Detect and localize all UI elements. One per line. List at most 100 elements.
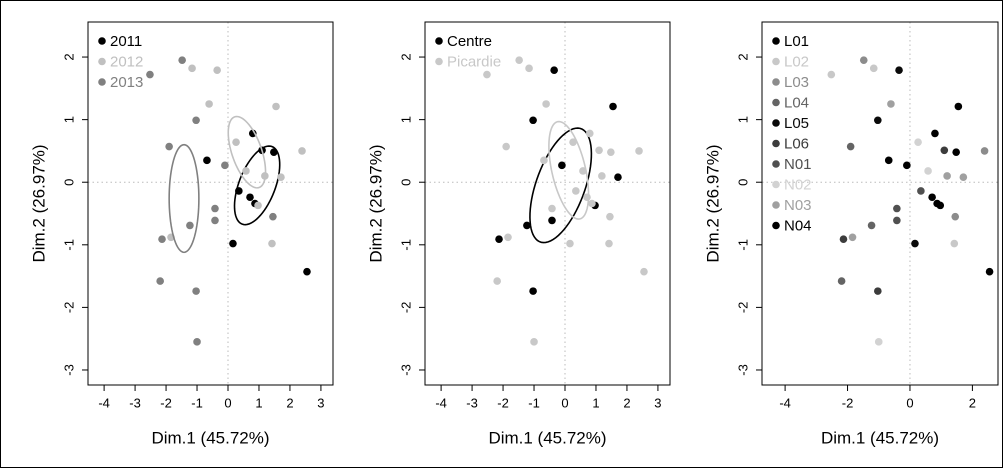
legend-marker bbox=[98, 37, 106, 45]
point bbox=[859, 56, 868, 64]
point bbox=[595, 146, 603, 155]
point bbox=[579, 167, 587, 175]
point bbox=[192, 116, 200, 125]
x-tick-label: 0 bbox=[224, 395, 231, 410]
point bbox=[917, 187, 925, 195]
point bbox=[605, 239, 613, 248]
x-axis-label: Dim.1 (45.72%) bbox=[151, 428, 269, 447]
legend-marker bbox=[772, 221, 780, 230]
point bbox=[192, 287, 200, 295]
x-tick-label: -4 bbox=[98, 395, 110, 410]
point bbox=[550, 66, 558, 74]
point bbox=[893, 216, 901, 225]
point bbox=[874, 338, 883, 346]
x-tick-label: -4 bbox=[779, 395, 791, 410]
point bbox=[985, 267, 994, 276]
point bbox=[572, 187, 580, 195]
panel: -4 -3 -2 -1 0 1 2 3 -3 -2 -1 0 1 2 Dim.1 (45.72%) Dim.2… bbox=[366, 21, 671, 447]
point bbox=[188, 64, 196, 73]
point bbox=[542, 100, 550, 108]
y-axis-label: Dim.2 (26.97%) bbox=[366, 144, 385, 262]
legend-label: Picardie bbox=[447, 53, 501, 70]
y-tick-label: -2 bbox=[735, 302, 750, 314]
point bbox=[146, 70, 154, 79]
legend-label: N04 bbox=[784, 217, 812, 234]
point bbox=[261, 172, 269, 180]
point bbox=[525, 64, 533, 73]
point bbox=[951, 212, 960, 221]
point bbox=[211, 204, 219, 213]
x-tick-label: 2 bbox=[623, 395, 630, 410]
point bbox=[504, 233, 512, 242]
point bbox=[515, 56, 523, 64]
legend-label: L03 bbox=[784, 74, 809, 91]
point bbox=[588, 199, 596, 208]
point bbox=[186, 221, 194, 230]
y-tick-label: 1 bbox=[735, 116, 750, 123]
point bbox=[246, 193, 254, 202]
point bbox=[248, 129, 257, 138]
legend-label: N01 bbox=[784, 156, 812, 173]
y-axis-label: Dim.2 (26.97%) bbox=[703, 144, 722, 262]
y-tick-label: -3 bbox=[61, 364, 76, 376]
y-tick-label: 2 bbox=[61, 53, 76, 60]
point bbox=[502, 142, 510, 151]
point bbox=[950, 239, 959, 248]
point bbox=[827, 70, 836, 79]
legend-marker bbox=[98, 57, 106, 66]
point bbox=[558, 161, 566, 170]
point bbox=[205, 100, 213, 108]
point bbox=[529, 116, 537, 125]
point bbox=[614, 173, 622, 182]
x-tick-label: 3 bbox=[317, 395, 324, 410]
point bbox=[548, 216, 556, 225]
x-tick-label: 2 bbox=[969, 395, 976, 410]
point bbox=[298, 147, 306, 155]
point bbox=[903, 161, 911, 170]
x-axis-label: Dim.1 (45.72%) bbox=[821, 428, 939, 447]
legend-marker bbox=[98, 78, 106, 86]
plot-frame bbox=[424, 21, 671, 386]
point bbox=[954, 102, 963, 111]
legend-marker bbox=[772, 139, 780, 148]
point bbox=[867, 221, 876, 230]
point bbox=[846, 142, 855, 151]
y-tick-label: -2 bbox=[398, 302, 413, 314]
point bbox=[269, 212, 277, 221]
point bbox=[221, 161, 229, 170]
y-axis-label: Dim.2 (26.97%) bbox=[29, 144, 48, 262]
point bbox=[848, 233, 857, 242]
point bbox=[483, 70, 491, 79]
point bbox=[254, 201, 262, 210]
x-tick-label: -1 bbox=[528, 395, 540, 410]
point bbox=[887, 100, 895, 108]
point bbox=[178, 56, 186, 64]
point bbox=[242, 167, 250, 175]
point bbox=[303, 267, 311, 276]
y-tick-label: -3 bbox=[398, 364, 413, 376]
point bbox=[569, 138, 577, 146]
panel: -4 -2 0 2 -3 -2 -1 0 1 2 Dim.1 (45.72%) Dim.2 (26.9… bbox=[703, 21, 999, 447]
legend-label: L02 bbox=[784, 53, 809, 70]
point bbox=[924, 167, 932, 175]
y-tick-label: -2 bbox=[61, 302, 76, 314]
point bbox=[914, 138, 922, 146]
legend-label: N02 bbox=[784, 176, 812, 193]
point bbox=[607, 148, 615, 156]
y-tick-label: 2 bbox=[398, 53, 413, 60]
point bbox=[931, 129, 939, 138]
point bbox=[548, 204, 556, 213]
x-tick-label: -4 bbox=[435, 395, 447, 410]
point bbox=[165, 142, 173, 151]
point bbox=[943, 172, 951, 180]
point bbox=[583, 193, 591, 202]
point bbox=[203, 156, 211, 165]
point bbox=[895, 66, 903, 74]
legend-marker bbox=[772, 160, 780, 168]
y-tick-label: 0 bbox=[398, 179, 413, 186]
point bbox=[869, 64, 878, 73]
point bbox=[232, 138, 240, 146]
legend-marker bbox=[772, 78, 780, 86]
